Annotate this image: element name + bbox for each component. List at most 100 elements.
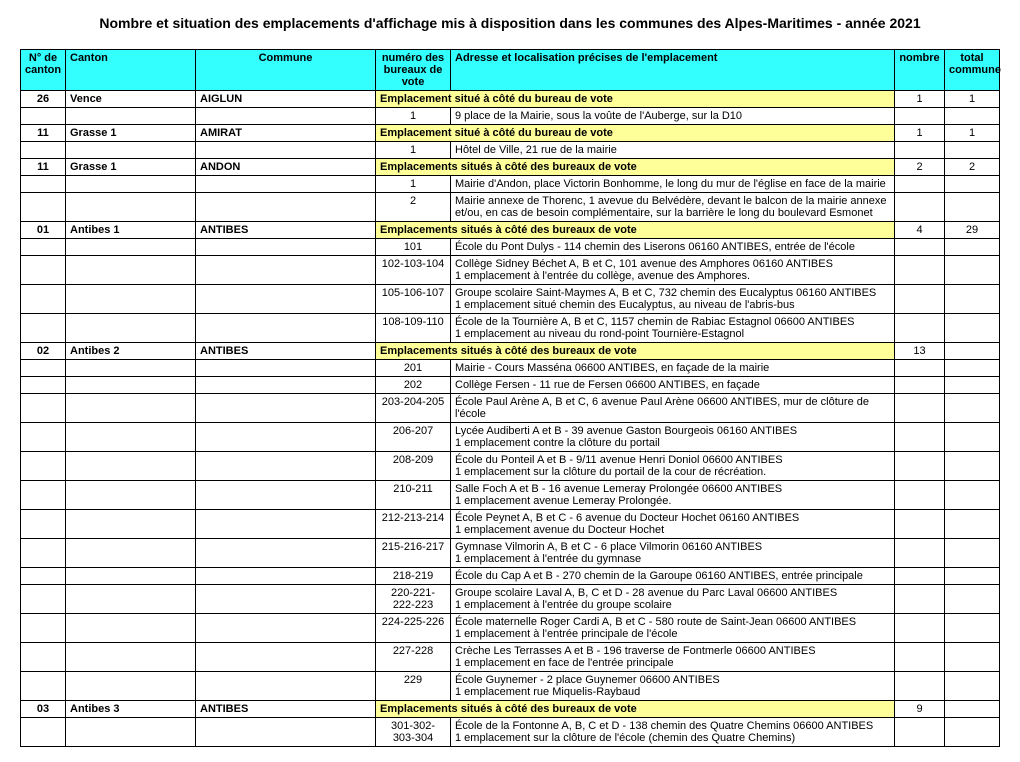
cell-nombre: 1	[895, 125, 945, 142]
cell-canton-no	[21, 539, 66, 568]
cell-canton	[66, 672, 196, 701]
cell-canton: Antibes 2	[66, 343, 196, 360]
cell-total	[945, 672, 1000, 701]
cell-nombre	[895, 452, 945, 481]
cell-bureau: 218-219	[376, 568, 451, 585]
cell-bureau: 210-211	[376, 481, 451, 510]
cell-canton-no	[21, 643, 66, 672]
cell-commune: ANTIBES	[196, 222, 376, 239]
cell-canton-no	[21, 585, 66, 614]
cell-total	[945, 614, 1000, 643]
hdr-total: total commune	[945, 50, 1000, 91]
cell-nombre	[895, 672, 945, 701]
cell-commune	[196, 142, 376, 159]
cell-canton	[66, 142, 196, 159]
cell-canton	[66, 539, 196, 568]
table-row: 220-221-222-223Groupe scolaire Laval A, …	[21, 585, 1000, 614]
cell-bureau: 206-207	[376, 423, 451, 452]
cell-nombre	[895, 256, 945, 285]
cell-canton	[66, 585, 196, 614]
cell-canton-no	[21, 239, 66, 256]
cell-nombre	[895, 643, 945, 672]
table-body: 26VenceAIGLUNEmplacement situé à côté du…	[21, 91, 1000, 747]
cell-commune	[196, 314, 376, 343]
cell-nombre	[895, 108, 945, 125]
cell-nombre	[895, 239, 945, 256]
cell-bureau: 108-109-110	[376, 314, 451, 343]
cell-summary-address: Emplacement situé à côté du bureau de vo…	[376, 91, 895, 108]
cell-total	[945, 142, 1000, 159]
cell-summary-address: Emplacements situés à côté des bureaux d…	[376, 343, 895, 360]
hdr-canton: Canton	[66, 50, 196, 91]
table-row: 1Mairie d'Andon, place Victorin Bonhomme…	[21, 176, 1000, 193]
cell-commune	[196, 176, 376, 193]
cell-commune	[196, 193, 376, 222]
cell-address: École Peynet A, B et C - 6 avenue du Doc…	[451, 510, 895, 539]
cell-bureau: 224-225-226	[376, 614, 451, 643]
cell-commune	[196, 239, 376, 256]
cell-total	[945, 510, 1000, 539]
cell-bureau: 2	[376, 193, 451, 222]
cell-summary-address: Emplacements situés à côté des bureaux d…	[376, 159, 895, 176]
table-row: 202Collège Fersen - 11 rue de Fersen 066…	[21, 377, 1000, 394]
cell-nombre: 1	[895, 91, 945, 108]
cell-bureau: 202	[376, 377, 451, 394]
cell-canton-no	[21, 377, 66, 394]
cell-nombre	[895, 585, 945, 614]
cell-canton-no	[21, 285, 66, 314]
cell-total	[945, 452, 1000, 481]
cell-canton-no	[21, 568, 66, 585]
table-row: 227-228Crèche Les Terrasses A et B - 196…	[21, 643, 1000, 672]
cell-total	[945, 176, 1000, 193]
cell-commune: ANTIBES	[196, 343, 376, 360]
cell-address: Gymnase Vilmorin A, B et C - 6 place Vil…	[451, 539, 895, 568]
cell-nombre	[895, 285, 945, 314]
cell-bureau: 227-228	[376, 643, 451, 672]
cell-address: École du Pont Dulys - 114 chemin des Lis…	[451, 239, 895, 256]
cell-canton	[66, 360, 196, 377]
table-row: 11Grasse 1AMIRATEmplacement situé à côté…	[21, 125, 1000, 142]
page-title: Nombre et situation des emplacements d'a…	[20, 15, 1000, 31]
cell-total	[945, 343, 1000, 360]
table-row: 210-211Salle Foch A et B - 16 avenue Lem…	[21, 481, 1000, 510]
cell-address: École de la Fontonne A, B, C et D - 138 …	[451, 718, 895, 747]
cell-canton	[66, 314, 196, 343]
cell-total	[945, 423, 1000, 452]
cell-address: Groupe scolaire Saint-Maymes A, B et C, …	[451, 285, 895, 314]
table-row: 102-103-104Collège Sidney Béchet A, B et…	[21, 256, 1000, 285]
cell-commune	[196, 672, 376, 701]
cell-canton-no: 02	[21, 343, 66, 360]
cell-canton-no	[21, 193, 66, 222]
hdr-address: Adresse et localisation précises de l'em…	[451, 50, 895, 91]
table-row: 01Antibes 1ANTIBESEmplacements situés à …	[21, 222, 1000, 239]
cell-total	[945, 193, 1000, 222]
cell-canton-no	[21, 176, 66, 193]
cell-commune	[196, 108, 376, 125]
cell-commune	[196, 452, 376, 481]
table-row: 215-216-217Gymnase Vilmorin A, B et C - …	[21, 539, 1000, 568]
cell-canton-no	[21, 423, 66, 452]
cell-address: École de la Tournière A, B et C, 1157 ch…	[451, 314, 895, 343]
cell-bureau: 1	[376, 176, 451, 193]
cell-canton-no: 11	[21, 125, 66, 142]
cell-commune: ANTIBES	[196, 701, 376, 718]
table-row: 208-209École du Ponteil A et B - 9/11 av…	[21, 452, 1000, 481]
cell-canton: Antibes 1	[66, 222, 196, 239]
cell-canton	[66, 285, 196, 314]
cell-bureau: 101	[376, 239, 451, 256]
cell-commune	[196, 614, 376, 643]
table-row: 26VenceAIGLUNEmplacement situé à côté du…	[21, 91, 1000, 108]
table-row: 218-219École du Cap A et B - 270 chemin …	[21, 568, 1000, 585]
cell-total	[945, 718, 1000, 747]
cell-canton-no	[21, 452, 66, 481]
cell-total: 2	[945, 159, 1000, 176]
cell-commune	[196, 481, 376, 510]
table-row: 2Mairie annexe de Thorenc, 1 avevue du B…	[21, 193, 1000, 222]
cell-total	[945, 108, 1000, 125]
cell-nombre	[895, 718, 945, 747]
cell-commune	[196, 423, 376, 452]
cell-address: École du Cap A et B - 270 chemin de la G…	[451, 568, 895, 585]
cell-address: Groupe scolaire Laval A, B, C et D - 28 …	[451, 585, 895, 614]
data-table: N° de canton Canton Commune numéro des b…	[20, 49, 1000, 747]
hdr-bureau: numéro des bureaux de vote	[376, 50, 451, 91]
